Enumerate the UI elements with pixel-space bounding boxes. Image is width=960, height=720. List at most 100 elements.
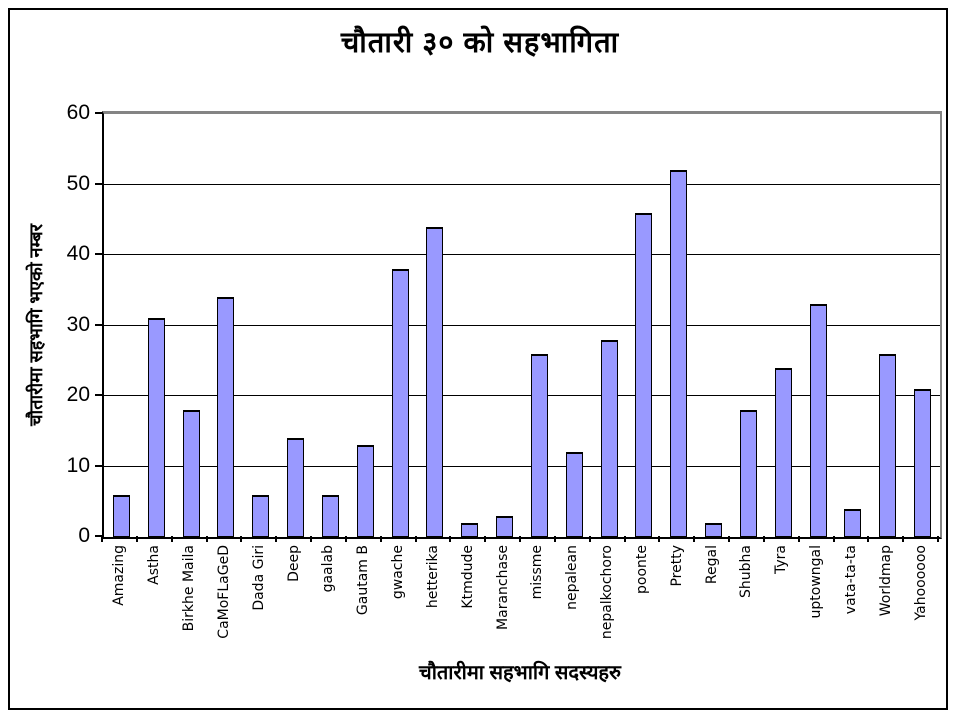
x-category-label: Ktmdude <box>450 545 485 670</box>
x-tick-7 <box>344 536 347 542</box>
x-category-label-text: Ktmdude <box>459 545 476 609</box>
x-category-label-text: Deep <box>285 545 302 582</box>
x-category-label: poonte <box>625 545 660 670</box>
x-tick-21 <box>832 536 835 542</box>
x-tick-19 <box>762 536 765 542</box>
y-tick-label-30: 30 <box>66 312 90 336</box>
bar-Deep <box>287 438 305 537</box>
x-tick-17 <box>693 536 696 542</box>
x-tick-2 <box>170 536 173 542</box>
y-tick-0 <box>95 535 102 537</box>
bar-Ktmdude <box>461 523 479 537</box>
x-category-label: nepalean <box>555 545 590 670</box>
x-axis-title: चौतारीमा सहभागि सदस्यहरु <box>419 662 621 684</box>
x-tick-0 <box>101 536 103 542</box>
gridline-40 <box>104 254 940 255</box>
bar-missme <box>530 354 548 537</box>
x-category-label-text: Regal <box>703 545 720 585</box>
x-tick-1 <box>135 536 138 542</box>
x-tick-22 <box>867 536 870 542</box>
x-category-label: Yahoooooo <box>903 545 938 670</box>
x-category-label-text: hetterika <box>424 545 441 609</box>
bar-Pretty <box>670 170 688 537</box>
x-tick-16 <box>658 536 661 542</box>
x-category-label-text: vata-ta-ta <box>842 545 859 615</box>
x-tick-9 <box>414 536 417 542</box>
y-tick-10 <box>95 464 102 467</box>
x-tick-10 <box>449 536 452 542</box>
y-tick-label-10: 10 <box>66 453 90 477</box>
x-category-label-text: gaalab <box>320 545 337 593</box>
y-tick-label-50: 50 <box>66 171 90 195</box>
x-category-label: Astha <box>137 545 172 670</box>
x-category-label-text: nepalkochoro <box>599 545 616 640</box>
bar-Shubha <box>739 410 757 537</box>
x-category-label-text: gwache <box>390 545 407 600</box>
x-category-label: uptowngal <box>799 545 834 670</box>
bar-poonte <box>635 213 653 537</box>
x-tick-8 <box>379 536 382 542</box>
x-category-label-text: Birkhe Maila <box>181 545 198 632</box>
x-category-label-text: Dada Giri <box>250 545 267 611</box>
bar-Amazing <box>112 495 130 537</box>
x-category-label: Tyra <box>764 545 799 670</box>
x-category-label-text: Yahoooooo <box>912 545 929 621</box>
x-category-label-text: Maranchase <box>494 545 511 630</box>
bar-Astha <box>147 318 165 537</box>
x-category-label: Worldmap <box>868 545 903 670</box>
x-category-label-text: Astha <box>146 545 163 585</box>
x-category-label: nepalkochoro <box>590 545 625 670</box>
x-tick-3 <box>205 536 208 542</box>
x-category-label: Pretty <box>659 545 694 670</box>
x-category-label-text: Tyra <box>773 545 790 574</box>
x-category-label: Maranchase <box>485 545 520 670</box>
x-tick-13 <box>553 536 556 542</box>
plot-area <box>102 111 942 539</box>
gridline-10 <box>104 465 940 467</box>
bar-uptowngal <box>809 304 827 537</box>
x-category-label-text: Gautam B <box>355 545 372 616</box>
x-tick-23 <box>902 536 905 542</box>
x-tick-20 <box>797 536 800 542</box>
x-category-label-text: poonte <box>633 545 650 594</box>
y-tick-label-40: 40 <box>66 242 90 265</box>
x-category-label: CaMoFLaGeD <box>207 545 242 670</box>
x-category-label: vata-ta-ta <box>834 545 869 670</box>
y-tick-50 <box>95 182 102 185</box>
x-category-label: Amazing <box>102 545 137 670</box>
x-category-label: Birkhe Maila <box>172 545 207 670</box>
y-tick-label-60: 60 <box>66 101 90 124</box>
x-tick-14 <box>588 536 591 542</box>
y-tick-20 <box>95 394 102 396</box>
bar-gaalab <box>321 495 339 537</box>
gridline-50 <box>104 183 940 185</box>
bar-Birkhe Maila <box>182 410 200 537</box>
x-category-label: Shubha <box>729 545 764 670</box>
x-category-label: Gautam B <box>346 545 381 670</box>
x-category-label-text: Worldmap <box>877 545 894 617</box>
x-tick-18 <box>728 536 730 542</box>
bar-Gautam B <box>356 445 374 537</box>
x-category-label-text: missme <box>529 545 546 600</box>
x-category-label: Regal <box>694 545 729 670</box>
bar-Yahoooooo <box>914 389 932 537</box>
x-tick-6 <box>310 536 312 542</box>
bar-Dada Giri <box>252 495 270 537</box>
y-tick-40 <box>95 253 102 255</box>
y-tick-label-20: 20 <box>66 383 90 406</box>
x-category-label-text: CaMoFLaGeD <box>215 545 232 639</box>
bar-nepalkochoro <box>600 340 618 537</box>
x-category-label-text: Pretty <box>668 545 685 587</box>
y-tick-label-0: 0 <box>78 524 90 547</box>
bar-Maranchase <box>496 516 514 537</box>
bar-nepalean <box>565 452 583 537</box>
x-category-label: Dada Giri <box>241 545 276 670</box>
bar-CaMoFLaGeD <box>217 297 235 537</box>
gridline-30 <box>104 324 940 326</box>
x-category-label-text: Amazing <box>111 545 128 606</box>
x-category-label: Deep <box>276 545 311 670</box>
bar-gwache <box>391 269 409 537</box>
chart-title: चौतारी ३० को सहभागिता <box>340 27 620 59</box>
y-tick-30 <box>95 323 102 326</box>
